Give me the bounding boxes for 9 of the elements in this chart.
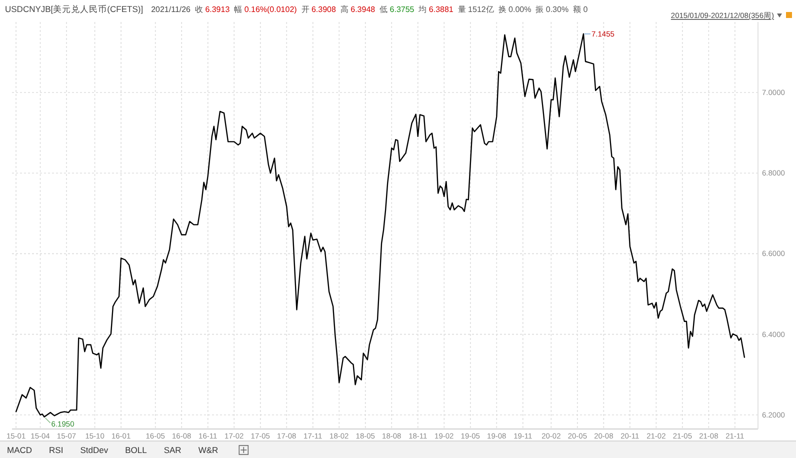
text: 2021/11/26 收 6.3913 幅 0.16%(0.0102) 开 6.3908 高 6.3948 低 6.3755 均 6.3881 量 1512亿 换 0.00% 振 0.30% 额 0 <box>151 5 588 14</box>
text: StdDev <box>80 445 109 455</box>
text: W&R <box>198 445 218 455</box>
text: MACD <box>7 445 32 455</box>
text: BOLL <box>125 445 148 455</box>
text: RSI <box>49 445 64 455</box>
text: SAR <box>164 445 182 455</box>
line-series <box>15 33 746 418</box>
chart-title: USDCNYJB[美元兑人民币(CFETS)] <box>5 4 144 14</box>
